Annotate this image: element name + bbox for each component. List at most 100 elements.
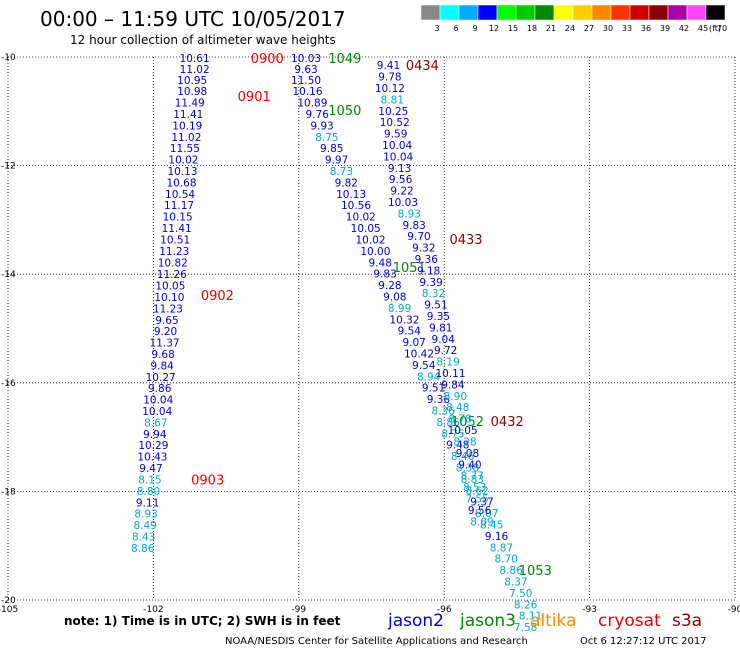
swh-value: 9.82 (335, 177, 358, 189)
swh-value: 9.36 (415, 254, 439, 266)
swh-value: 7.50 (509, 588, 532, 600)
swh-value: 9.11 (136, 497, 159, 509)
legend-swatch (705, 4, 726, 21)
lat-tick-label: -16 (1, 379, 16, 389)
swh-value: 9.94 (143, 429, 167, 441)
swh-value: 8.75 (315, 132, 338, 144)
swh-value: 10.04 (143, 395, 173, 407)
legend-swatch (629, 4, 650, 21)
legend-bin-label: 33 (622, 24, 632, 33)
swh-value: 11.26 (157, 269, 187, 281)
lon-tick-label: -105 (0, 605, 18, 615)
legend-swatch (420, 4, 441, 21)
lon-tick-label: -102 (143, 605, 163, 615)
swh-value: 8.43 (132, 531, 155, 543)
swh-value: 8.19 (436, 357, 459, 369)
map-title: 00:00 – 11:59 UTC 10/05/2017 (40, 7, 346, 31)
swh-value: 8.62 (465, 485, 488, 497)
swh-value: 10.13 (167, 166, 197, 178)
swh-value: 11.23 (159, 246, 189, 258)
swh-value: 8.67 (144, 417, 167, 429)
swh-value: 8.94 (417, 371, 441, 383)
swh-value: 9.72 (434, 345, 457, 357)
legend-swatch (591, 4, 612, 21)
lat-tick-label: -18 (1, 487, 16, 497)
swh-value: 9.48 (369, 257, 392, 269)
swh-value: 9.85 (320, 143, 343, 155)
swh-value: 9.18 (417, 265, 440, 277)
time-label: 1052 (451, 415, 484, 430)
swh-value: 9.76 (306, 109, 330, 121)
time-label: 1049 (328, 52, 361, 67)
swh-value: 10.54 (165, 189, 195, 201)
swh-value: 9.54 (398, 326, 422, 338)
swh-value: 9.41 (377, 60, 400, 72)
swh-value: 8.28 (453, 436, 476, 448)
swh-value: 9.84 (150, 360, 174, 372)
swh-value: 8.11 (519, 611, 542, 623)
satellite-legend-jason3: jason3 (459, 611, 516, 631)
swh-value: 10.82 (158, 257, 188, 269)
swh-value: 9.54 (412, 360, 436, 372)
swh-value: 8.38 (456, 463, 479, 475)
swh-value: 11.02 (171, 132, 201, 144)
swh-value: 8.26 (514, 599, 538, 611)
lat-tick-label: -20 (1, 596, 16, 606)
swh-color-legend: 3 6 9 12 15 18 21 24 27 30 33 36 39 42 45 70(ft) (420, 4, 727, 33)
swh-value: 10.04 (383, 151, 413, 163)
legend-bin-label: 12 (489, 24, 499, 33)
satellite-legend: jason2 jason3 altika cryosat s3a (387, 611, 702, 631)
track-cryosat: 10.6111.0210.9510.9811.4911.4110.1911.02… (131, 52, 284, 555)
swh-value: 9.04 (432, 334, 456, 346)
lat-tick-label: -10 (1, 53, 16, 63)
swh-value: 9.81 (429, 322, 452, 334)
time-label: 0900 (251, 52, 284, 67)
footer-note: note: 1) Time is in UTC; 2) SWH is in fe… (64, 614, 341, 628)
legend-swatch (534, 4, 555, 21)
swh-value: 8.87 (490, 542, 513, 554)
swh-value: 9.59 (384, 129, 407, 141)
swh-value: 9.36 (427, 394, 451, 406)
legend-swatch (439, 4, 460, 21)
swh-value: 10.10 (154, 292, 184, 304)
swh-value: 9.32 (412, 243, 435, 255)
legend-swatch (610, 4, 631, 21)
swh-value: 10.03 (291, 53, 321, 65)
swh-value: 9.86 (148, 383, 172, 395)
swh-value: 11.23 (153, 303, 183, 315)
map-subtitle: 12 hour collection of altimeter wave hei… (70, 33, 336, 47)
swh-value: 9.63 (294, 64, 317, 76)
swh-value: 9.97 (325, 155, 348, 167)
swh-value: 9.08 (456, 448, 479, 460)
footer-timestamp: Oct 6 12:27:12 UTC 2017 (580, 636, 707, 647)
legend-bin-label: 6 (453, 24, 458, 33)
swh-value: 9.65 (155, 315, 178, 327)
swh-value: 8.07 (475, 508, 498, 520)
legend-bin-label: 9 (472, 24, 477, 33)
swh-value: 11.17 (164, 200, 194, 212)
swh-value: 9.07 (402, 337, 425, 349)
lat-tick-label: -12 (1, 162, 16, 172)
legend-bin-label: 27 (584, 24, 594, 33)
legend-swatch (572, 4, 593, 21)
swh-value: 8.99 (388, 303, 411, 315)
legend-swatch (553, 4, 574, 21)
swh-value: 9.68 (151, 349, 174, 361)
swh-value: 8.83 (461, 474, 484, 486)
swh-value: 7.55 (465, 493, 488, 505)
legend-bin-label: 3 (434, 24, 439, 33)
legend-bin-label: 30 (603, 24, 613, 33)
swh-value: 10.89 (297, 98, 327, 110)
swh-value: 8.45 (480, 520, 503, 532)
swh-value: 10.42 (404, 348, 434, 360)
swh-value: 10.11 (435, 368, 465, 380)
legend-unit: (ft) (709, 24, 721, 33)
swh-value: 8.46 (451, 451, 475, 463)
time-label: 1050 (328, 104, 361, 119)
swh-value: 8.73 (330, 166, 353, 178)
swh-value: 9.84 (441, 379, 465, 391)
swh-value: 9.28 (378, 280, 401, 292)
satellite-legend-s3a: s3a (672, 611, 702, 631)
swh-value: 9.48 (446, 440, 469, 452)
footer-credit: NOAA/NESDIS Center for Satellite Applica… (225, 636, 528, 647)
